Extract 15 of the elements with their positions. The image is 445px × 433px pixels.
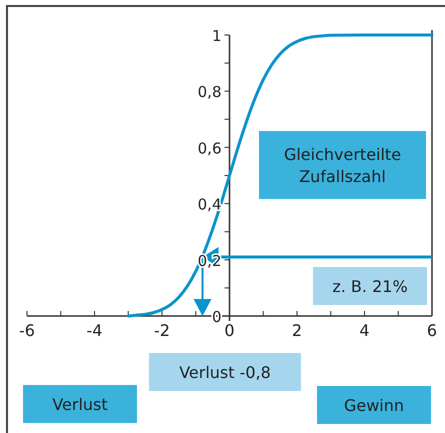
x-tick-label: 4 <box>359 321 370 340</box>
x-tick-label: 6 <box>426 321 438 340</box>
x-tick-label: 0 <box>224 321 235 340</box>
text: Gewinn <box>344 396 404 415</box>
y-tick-label: 0,8 <box>198 83 222 102</box>
annotation: Gleichverteilte Zufallszahl <box>284 145 402 186</box>
x-tick-label: -6 <box>19 321 35 340</box>
x-tick-label: 2 <box>292 321 302 340</box>
x-tick-label: -2 <box>154 321 170 340</box>
annotation: z. B. 21% <box>332 277 408 296</box>
y-tick-label: 1 <box>212 27 222 45</box>
y-tick-label: 0,6 <box>198 139 222 158</box>
text: Verlust <box>52 395 108 414</box>
x-tick-label: -4 <box>86 321 102 340</box>
text: Verlust -0,8 <box>179 363 271 382</box>
